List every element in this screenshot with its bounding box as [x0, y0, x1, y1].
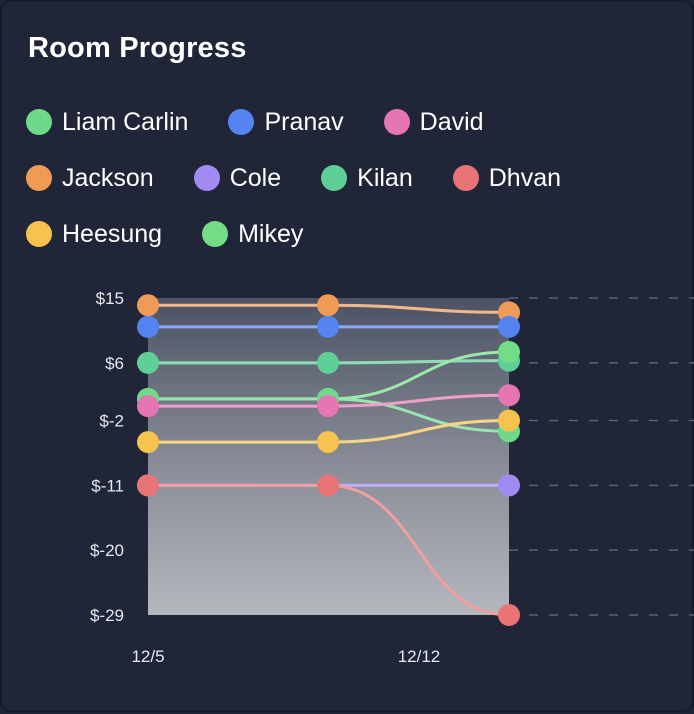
legend-item[interactable]: David [383, 107, 484, 137]
y-tick-label: $6 [105, 354, 124, 373]
series-line-kilan [148, 359, 510, 365]
y-tick-label: $-11 [91, 476, 124, 495]
legend-label: Liam Carlin [62, 107, 189, 136]
data-point-dhvan [317, 474, 339, 497]
legend-label: Cole [229, 163, 282, 192]
legend-label: Dhvan [488, 163, 561, 192]
legend-item[interactable]: Pranav [228, 107, 344, 137]
legend-swatch [452, 165, 479, 191]
series-line-heesung [148, 418, 510, 444]
legend-swatch [26, 109, 52, 135]
x-tick-label: 12/5 [131, 647, 164, 666]
legend-swatch [193, 165, 220, 191]
legend-swatch [321, 165, 348, 191]
legend-label: Kilan [357, 163, 413, 192]
y-tick-label: $-20 [90, 541, 124, 560]
data-point-david [317, 395, 339, 418]
y-tick-label: $15 [96, 289, 124, 308]
legend-label: David [419, 107, 484, 136]
legend-item[interactable]: Heesung [26, 220, 162, 249]
series-line-liam-carlin [148, 397, 510, 433]
legend-swatch [228, 109, 255, 135]
legend-swatch [26, 221, 52, 247]
legend-item[interactable]: Kilan [321, 164, 413, 193]
data-point-kilan [137, 351, 159, 374]
y-tick-label: $-2 [99, 411, 124, 430]
legend-item[interactable]: Cole [193, 163, 282, 193]
data-point-heesung [498, 409, 520, 432]
y-tick-label: $-29 [90, 606, 124, 625]
series-line-david [148, 393, 510, 408]
data-point-kilan [317, 351, 339, 374]
legend: Liam Carlin Pranav David Jackson Cole Kilan Dh… [26, 94, 686, 262]
data-point-dhvan [498, 604, 520, 626]
x-tick-label: 12/12 [398, 647, 441, 666]
legend-item[interactable]: Jackson [26, 164, 154, 193]
plot-area [148, 298, 509, 615]
data-point-pranav [137, 315, 159, 338]
legend-item[interactable]: Dhvan [452, 163, 561, 193]
series-line-jackson [148, 303, 510, 314]
data-point-mikey [498, 341, 520, 364]
chart-title: Room Progress [28, 32, 247, 64]
legend-swatch [383, 109, 410, 135]
data-point-jackson [317, 294, 339, 317]
data-point-jackson [137, 294, 159, 317]
data-point-pranav [498, 315, 520, 338]
data-point-dhvan [137, 474, 159, 497]
data-point-david [137, 395, 159, 418]
series-line-dhvan [148, 483, 510, 617]
data-point-cole [498, 474, 520, 497]
legend-label: Pranav [264, 107, 344, 136]
data-point-heesung [317, 431, 339, 454]
data-point-heesung [137, 431, 159, 454]
legend-label: Jackson [62, 163, 154, 192]
legend-item[interactable]: Liam Carlin [26, 108, 188, 137]
legend-label: Heesung [62, 219, 163, 248]
legend-row: Jackson Cole Kilan Dhvan [26, 150, 686, 206]
legend-item[interactable]: Mikey [202, 220, 303, 249]
legend-row: Liam Carlin Pranav David [26, 94, 686, 150]
data-point-pranav [317, 315, 339, 338]
legend-row: Heesung Mikey [26, 206, 686, 262]
legend-swatch [202, 221, 229, 247]
legend-swatch [26, 165, 52, 191]
legend-label: Mikey [238, 219, 304, 248]
data-point-david [498, 384, 520, 407]
